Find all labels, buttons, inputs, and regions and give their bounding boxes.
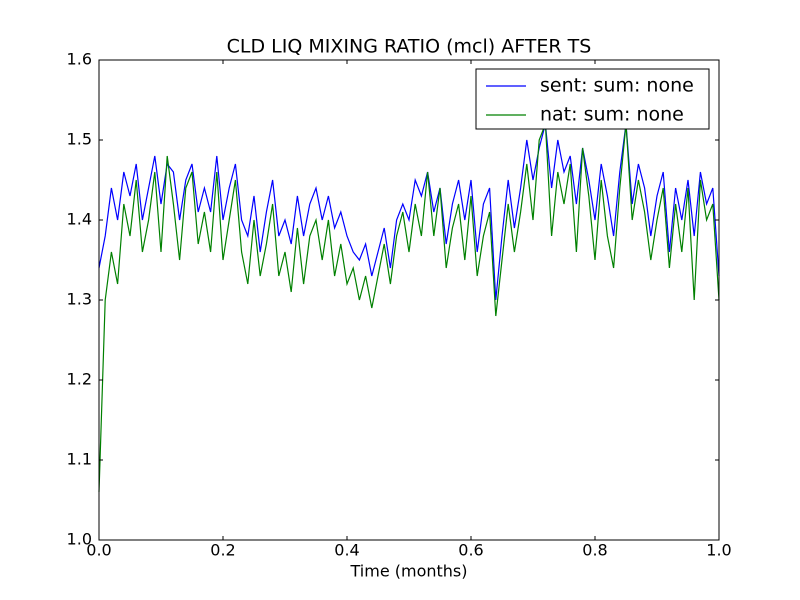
- x-tick-label: 0.0: [86, 541, 111, 560]
- x-axis-label: Time (months): [350, 562, 468, 581]
- y-tick-label: 1.3: [67, 290, 92, 309]
- legend-label: sent: sum: none: [540, 75, 694, 97]
- x-tick-label: 1.0: [706, 541, 731, 560]
- x-tick-label: 0.2: [210, 541, 235, 560]
- data-line: [98, 123, 720, 301]
- x-tick-label: 0.4: [334, 541, 359, 560]
- y-tick-label: 1.1: [67, 450, 92, 469]
- y-tick-label: 1.5: [67, 130, 92, 149]
- y-tick-label: 1.6: [67, 50, 92, 69]
- y-tick-label: 1.2: [67, 370, 92, 389]
- x-tick-label: 0.8: [582, 541, 607, 560]
- legend-box: [475, 68, 710, 130]
- chart-title: CLD LIQ MIXING RATIO (mcl) AFTER TS: [227, 36, 592, 58]
- y-tick-label: 1.0: [67, 530, 92, 549]
- data-line: [98, 123, 720, 493]
- x-tick-label: 0.6: [458, 541, 483, 560]
- y-tick-label: 1.4: [67, 210, 92, 229]
- legend-label: nat: sum: none: [540, 104, 684, 126]
